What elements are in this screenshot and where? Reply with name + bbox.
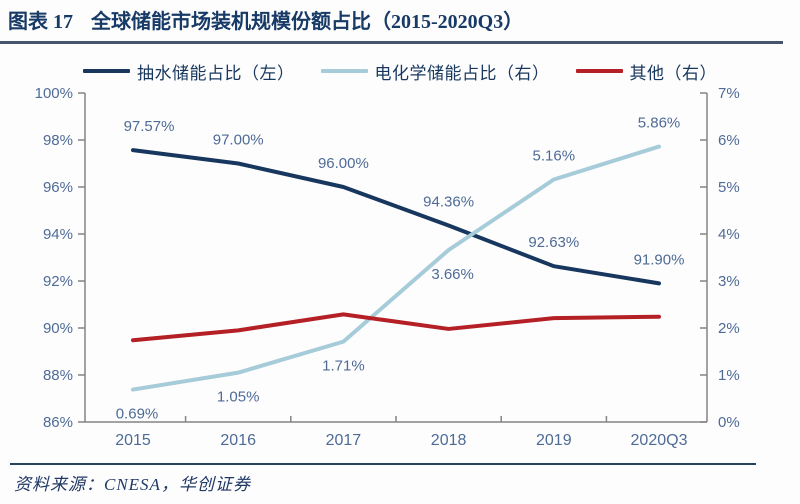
electrochemical-data-label: 1.71% <box>322 358 365 375</box>
electrochemical-data-label: 3.66% <box>431 266 474 283</box>
right-axis-tick-label: 3% <box>718 273 740 290</box>
right-axis-tick-label: 0% <box>718 414 740 431</box>
x-axis-category-label: 2016 <box>220 432 256 449</box>
pumped-hydro-data-label: 97.57% <box>124 118 175 135</box>
figure-number: 图表 17 <box>8 11 73 33</box>
electrochemical-data-label: 1.05% <box>217 389 260 406</box>
x-axis-category-label: 2020Q3 <box>631 432 688 449</box>
electrochemical-line <box>131 144 661 392</box>
left-axis-tick-label: 96% <box>43 179 73 196</box>
x-axis-category-label: 2017 <box>326 432 362 449</box>
electrochemical-swatch <box>320 69 368 73</box>
electrochemical-data-label: 0.69% <box>116 406 159 423</box>
right-axis-tick-label: 7% <box>718 85 740 102</box>
left-axis-tick-label: 92% <box>43 273 73 290</box>
pumped-hydro-data-label: 96.00% <box>318 155 369 172</box>
title-divider <box>0 41 783 44</box>
pumped-hydro-swatch <box>83 69 130 73</box>
figure-header: 图表 17 全球储能市场装机规模份额占比（2015-2020Q3） <box>8 6 792 40</box>
other-line <box>131 312 661 343</box>
legend-label: 抽水储能占比（左） <box>137 63 295 83</box>
pumped-hydro-line <box>131 148 661 286</box>
left-axis-tick-label: 90% <box>43 320 73 337</box>
pumped-hydro-data-label: 97.00% <box>213 132 264 149</box>
pumped-hydro-data-label: 94.36% <box>423 194 474 211</box>
right-axis-tick-label: 2% <box>718 320 740 337</box>
x-axis-category-label: 2018 <box>431 432 467 449</box>
x-axis-category-label: 2019 <box>536 432 572 449</box>
right-axis-tick-label: 5% <box>718 179 740 196</box>
legend-item-electrochemical: 电化学储能占比（右） <box>320 59 550 84</box>
right-axis-tick-label: 6% <box>718 132 740 149</box>
left-axis-tick-label: 86% <box>43 414 73 431</box>
electrochemical-data-label: 5.16% <box>533 147 576 164</box>
left-axis-tick-label: 88% <box>43 367 73 384</box>
electrochemical-data-label: 5.86% <box>638 115 681 132</box>
right-axis-tick-label: 4% <box>718 226 740 243</box>
x-axis-category-label: 2015 <box>115 432 151 449</box>
source-note: 资料来源：CNESA，华创证券 <box>14 475 251 494</box>
left-axis-tick-label: 100% <box>35 85 73 102</box>
left-axis-tick-label: 94% <box>43 226 73 243</box>
left-axis-tick-label: 98% <box>43 132 73 149</box>
legend-item-pumped-hydro: 抽水储能占比（左） <box>83 59 295 84</box>
right-axis-tick-label: 1% <box>718 367 740 384</box>
pumped-hydro-data-label: 92.63% <box>528 234 579 251</box>
legend: 抽水储能占比（左） 电化学储能占比（右） 其他（右） <box>0 58 800 84</box>
footer-divider <box>10 463 756 465</box>
legend-label: 电化学储能占比（右） <box>374 63 550 83</box>
figure-title: 全球储能市场装机规模份额占比（2015-2020Q3） <box>91 11 524 33</box>
pumped-hydro-data-label: 91.90% <box>634 251 685 268</box>
other-swatch <box>575 69 623 73</box>
legend-label: 其他（右） <box>629 63 717 83</box>
legend-item-other: 其他（右） <box>575 59 718 84</box>
